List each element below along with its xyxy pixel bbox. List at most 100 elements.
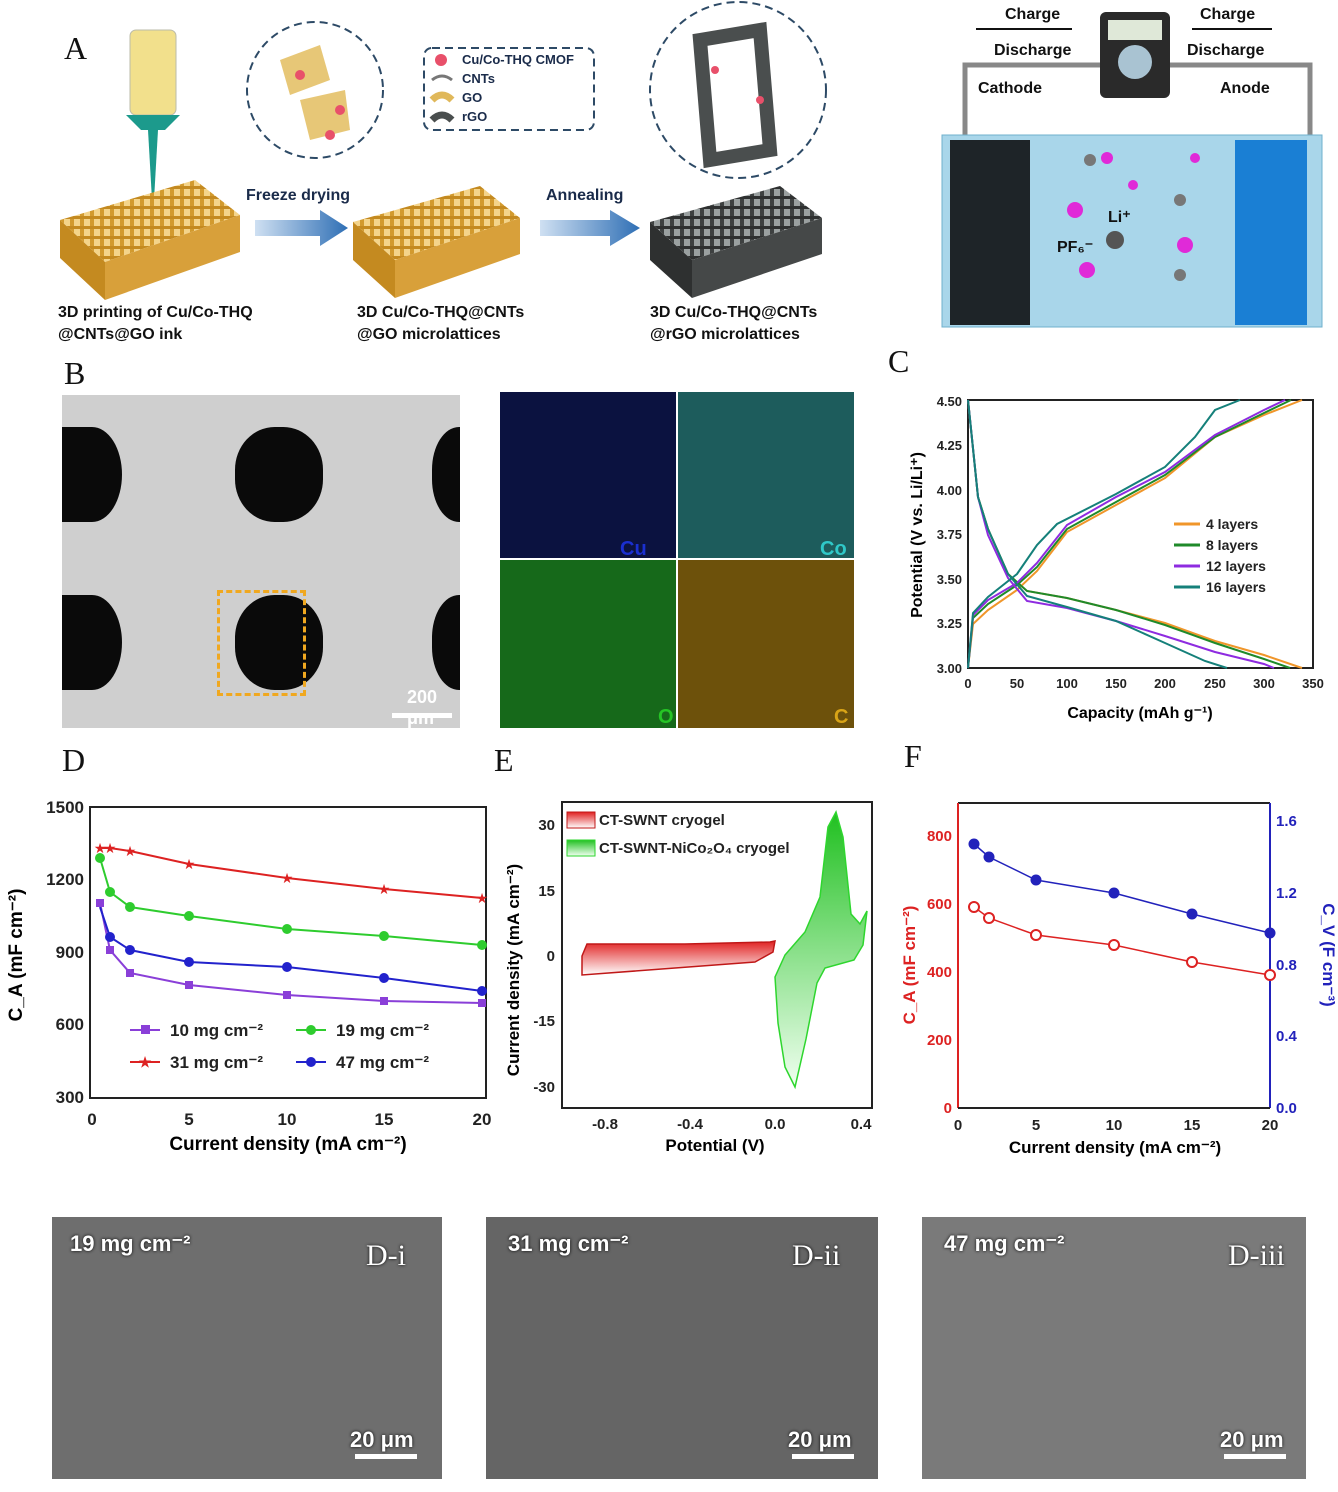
sem-image-31mg: 31 mg cm⁻² D-ii 20 μm xyxy=(486,1217,878,1479)
svg-text:CT-SWNT-NiCo₂O₄ cryogel: CT-SWNT-NiCo₂O₄ cryogel xyxy=(599,840,790,857)
svg-text:3.25: 3.25 xyxy=(937,616,962,631)
svg-text:3.75: 3.75 xyxy=(937,527,962,542)
panel-label-a: A xyxy=(64,30,88,66)
panel-label-d: D xyxy=(62,742,86,778)
label-li-ion: Li⁺ xyxy=(1108,209,1131,226)
legend-rgo: rGO xyxy=(462,109,488,124)
svg-text:30: 30 xyxy=(538,817,555,834)
label-pf6: PF₆⁻ xyxy=(1057,239,1094,256)
svg-text:4.50: 4.50 xyxy=(937,394,962,409)
svg-text:★: ★ xyxy=(124,843,137,859)
scale-bar xyxy=(392,713,452,718)
svg-text:250: 250 xyxy=(1204,676,1226,691)
svg-text:1.2: 1.2 xyxy=(1276,885,1297,902)
chart-f-ylabel-left: C_A (mF cm⁻²) xyxy=(900,906,919,1025)
svg-text:0: 0 xyxy=(954,1117,962,1134)
chart-e-legend: CT-SWNT cryogel CT-SWNT-NiCo₂O₄ cryogel xyxy=(566,811,790,857)
chart-c-xlabel: Capacity (mAh g⁻¹) xyxy=(1067,705,1212,722)
panel-label-b: B xyxy=(64,355,86,391)
chart-e-cv-curves: 30 15 0 -15 -30 -0.8 -0.4 0.0 0.4 Potential (V)… xyxy=(504,801,873,1155)
chart-f-ylabel-right: C_V (F cm⁻³) xyxy=(1319,903,1338,1006)
svg-text:-0.8: -0.8 xyxy=(592,1116,618,1133)
svg-text:800: 800 xyxy=(927,828,952,845)
svg-text:0: 0 xyxy=(944,1100,952,1117)
svg-text:15: 15 xyxy=(538,883,555,900)
chart-c-ylabel: Potential (V vs. Li/Li⁺) xyxy=(909,452,926,618)
svg-text:31 mg cm⁻²: 31 mg cm⁻² xyxy=(170,1053,263,1072)
svg-text:15: 15 xyxy=(1184,1117,1201,1134)
sem-image-lattice: 200 μm xyxy=(62,395,460,728)
svg-text:0.4: 0.4 xyxy=(1276,1028,1298,1045)
svg-text:★: ★ xyxy=(476,890,489,906)
svg-text:15: 15 xyxy=(375,1110,394,1129)
legend-cmof: Cu/Co-THQ CMOF xyxy=(462,52,574,67)
svg-text:12 layers: 12 layers xyxy=(1206,558,1266,574)
chart-d-areal-capacitance: 300 600 900 1200 1500 0 5 10 15 20 Current densi… xyxy=(6,798,492,1155)
label-cathode: Cathode xyxy=(978,80,1042,97)
svg-text:16 layers: 16 layers xyxy=(1206,579,1266,595)
svg-text:-0.4: -0.4 xyxy=(677,1116,704,1133)
chart-f-xlabel: Current density (mA cm⁻²) xyxy=(1009,1138,1221,1157)
svg-text:100: 100 xyxy=(1056,676,1078,691)
svg-text:4.00: 4.00 xyxy=(937,483,962,498)
caption-step-3: 3D Cu/Co-THQ@CNTs @rGO microlattices xyxy=(650,304,818,343)
caption-step-1: 3D printing of Cu/Co-THQ @CNTs@GO ink xyxy=(58,304,253,343)
svg-text:★: ★ xyxy=(378,881,391,897)
svg-text:19 mg cm⁻²: 19 mg cm⁻² xyxy=(336,1021,429,1040)
eds-map-cu: Cu xyxy=(500,392,676,560)
svg-text:★: ★ xyxy=(281,870,294,886)
chart-c-legend: 4 layers 8 layers 12 layers 16 layers xyxy=(1174,516,1266,595)
chart-e-ylabel: Current density (mA cm⁻²) xyxy=(504,864,523,1076)
svg-text:0.0: 0.0 xyxy=(1276,1100,1297,1117)
legend-cnts: CNTs xyxy=(462,71,495,86)
svg-text:600: 600 xyxy=(927,896,952,913)
svg-text:5: 5 xyxy=(1032,1117,1040,1134)
svg-text:4 layers: 4 layers xyxy=(1206,516,1258,532)
svg-text:0.0: 0.0 xyxy=(765,1116,786,1133)
svg-text:0: 0 xyxy=(964,676,971,691)
chart-d-xlabel: Current density (mA cm⁻²) xyxy=(169,1134,406,1155)
label-discharge-right: Discharge xyxy=(1187,42,1265,59)
label-charge-right: Charge xyxy=(1200,6,1256,23)
svg-text:10: 10 xyxy=(278,1110,297,1129)
arrow-right-charge-icon xyxy=(1192,28,1272,30)
svg-text:8 layers: 8 layers xyxy=(1206,537,1258,553)
sem-image-19mg: 19 mg cm⁻² D-i 20 μm xyxy=(52,1217,442,1479)
svg-text:300: 300 xyxy=(1253,676,1275,691)
legend-schematic: Cu/Co-THQ CMOF CNTs GO rGO xyxy=(462,50,574,126)
svg-text:-15: -15 xyxy=(533,1013,555,1030)
svg-text:20: 20 xyxy=(473,1110,492,1129)
svg-text:★: ★ xyxy=(183,856,196,872)
svg-text:20: 20 xyxy=(1262,1117,1279,1134)
svg-text:300: 300 xyxy=(56,1088,84,1107)
svg-text:0: 0 xyxy=(87,1110,96,1129)
label-discharge-left: Discharge xyxy=(994,42,1072,59)
chart-e-xlabel: Potential (V) xyxy=(665,1136,764,1155)
svg-text:50: 50 xyxy=(1010,676,1024,691)
svg-text:0: 0 xyxy=(547,948,555,965)
svg-text:CT-SWNT cryogel: CT-SWNT cryogel xyxy=(599,812,725,829)
svg-text:-30: -30 xyxy=(533,1079,555,1096)
step-annealing: Annealing xyxy=(546,187,624,204)
svg-text:0.8: 0.8 xyxy=(1276,957,1297,974)
chart-c-charge-discharge: 3.00 3.25 3.50 3.75 4.00 4.25 4.50 0 50 100 150 20… xyxy=(909,394,1324,722)
arrow-left-charge-icon xyxy=(976,28,1072,30)
svg-text:3.50: 3.50 xyxy=(937,572,962,587)
chart-d-ylabel: C_A (mF cm⁻²) xyxy=(6,889,27,1022)
svg-text:5: 5 xyxy=(184,1110,193,1129)
svg-text:★: ★ xyxy=(104,840,117,856)
svg-text:10 mg cm⁻²: 10 mg cm⁻² xyxy=(170,1021,263,1040)
svg-text:150: 150 xyxy=(1105,676,1127,691)
svg-text:1200: 1200 xyxy=(46,870,84,889)
eds-map-c: C xyxy=(678,560,854,728)
caption-step-2: 3D Cu/Co-THQ@CNTs @GO microlattices xyxy=(357,304,525,343)
panel-label-f: F xyxy=(904,738,922,774)
panel-label-c: C xyxy=(888,343,910,379)
svg-text:3.00: 3.00 xyxy=(937,661,962,676)
battery-schematic xyxy=(941,12,1323,328)
sem-image-47mg: 47 mg cm⁻² D-iii 20 μm xyxy=(922,1217,1306,1479)
svg-text:47 mg cm⁻²: 47 mg cm⁻² xyxy=(336,1053,429,1072)
label-anode: Anode xyxy=(1220,80,1270,97)
schematic-3d-printing xyxy=(60,1,827,300)
